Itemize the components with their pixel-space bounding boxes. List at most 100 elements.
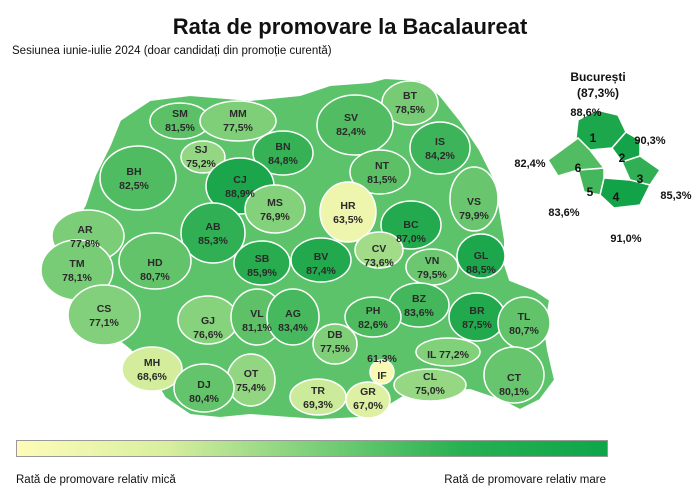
county-mm — [199, 100, 277, 142]
county-value-ct: 80,1% — [499, 386, 529, 398]
county-br — [448, 292, 506, 342]
county-sj — [180, 140, 226, 174]
county-ms — [244, 184, 306, 234]
county-label-sm: SM — [172, 108, 188, 120]
county-value-mm: 77,5% — [223, 122, 253, 134]
county-label-db: DB — [327, 329, 343, 341]
county-ph — [344, 296, 402, 338]
county-label-dj: DJ — [197, 379, 211, 391]
county-value-gl: 88,5% — [466, 264, 496, 276]
county-label-if: IF — [377, 370, 387, 382]
bucharest-value: (87,3%) — [577, 86, 619, 100]
county-label-ct: CT — [507, 372, 522, 384]
county-label-gr: GR — [360, 386, 376, 398]
county-label-bv: BV — [314, 251, 329, 263]
county-label-mh: MH — [144, 357, 160, 369]
county-value-tr: 69,3% — [303, 399, 333, 411]
county-value-cl: 75,0% — [415, 385, 445, 397]
bucharest-sector-2 — [611, 131, 641, 163]
county-label-cj: CJ — [233, 174, 247, 186]
county-value-bt: 78,5% — [395, 104, 425, 116]
county-label-br: BR — [469, 305, 485, 317]
legend-high-label: Rată de promovare relativ mare — [444, 474, 606, 486]
county-value-db: 77,5% — [320, 343, 350, 355]
county-is — [409, 121, 471, 175]
county-value-ms: 76,9% — [260, 211, 290, 223]
bucharest-sector-value-2: 90,3% — [634, 135, 665, 147]
county-value-hd: 80,7% — [140, 271, 170, 283]
bucharest-sector-value-3: 85,3% — [660, 190, 691, 202]
county-value-mh: 68,6% — [137, 371, 167, 383]
county-label-ms: MS — [267, 197, 283, 209]
county-value-hr: 63,5% — [333, 214, 363, 226]
county-value-gr: 67,0% — [353, 400, 383, 412]
county-ag — [266, 288, 320, 346]
county-label-ph: PH — [366, 305, 381, 317]
county-value-gj: 76,6% — [193, 329, 223, 341]
county-value-bz: 83,6% — [404, 307, 434, 319]
bucharest-sector-number-1: 1 — [590, 131, 597, 145]
map-subtitle: Sesiunea iunie-iulie 2024 (doar candidaț… — [12, 45, 332, 57]
county-label-bt: BT — [403, 90, 418, 102]
county-label-is: IS — [435, 136, 445, 148]
county-value-cj: 88,9% — [225, 188, 255, 200]
county-value-vn: 79,5% — [417, 269, 447, 281]
county-gl — [456, 233, 506, 279]
county-label-ag: AG — [285, 308, 301, 320]
county-value-ag: 83,4% — [278, 322, 308, 334]
bucharest-sector-value-6: 82,4% — [514, 158, 545, 170]
county-label-hd: HD — [147, 257, 163, 269]
county-cl — [393, 368, 467, 402]
bucharest-name: București — [570, 70, 625, 84]
county-value-bh: 82,5% — [119, 180, 149, 192]
county-label-tl: TL — [518, 311, 531, 323]
bucharest-sector-6 — [546, 137, 606, 177]
county-label-bz: BZ — [412, 293, 427, 305]
county-mh — [121, 346, 183, 392]
county-value-sm: 81,5% — [165, 122, 195, 134]
county-hd — [118, 232, 192, 290]
county-value-bn: 84,8% — [268, 155, 298, 167]
county-label-vn: VN — [425, 255, 440, 267]
county-label-hr: HR — [340, 200, 356, 212]
county-label-cs: CS — [97, 303, 112, 315]
county-if — [369, 359, 395, 385]
legend-gradient-bar — [16, 440, 608, 457]
county-value-bc: 87,0% — [396, 233, 426, 245]
county-label-nt: NT — [375, 160, 390, 172]
county-value-ph: 82,6% — [358, 319, 388, 331]
county-value-is: 84,2% — [425, 150, 455, 162]
county-tl — [497, 296, 551, 350]
county-value-nt: 81,5% — [367, 174, 397, 186]
county-cs — [67, 284, 141, 346]
bucharest-inset: București (87,3%) 1 88,6% 2 90,3% 3 85,3% 4 91,… — [514, 70, 691, 245]
county-sb — [233, 240, 291, 286]
bucharest-sector-3 — [620, 155, 662, 186]
county-label-vl: VL — [250, 308, 264, 320]
county-label-bh: BH — [126, 166, 141, 178]
county-vs — [449, 166, 499, 232]
county-value-cs: 77,1% — [89, 317, 119, 329]
county-label-sv: SV — [344, 112, 358, 124]
county-label-sb: SB — [255, 253, 270, 265]
county-hr — [319, 181, 377, 243]
county-value-ab: 85,3% — [198, 235, 228, 247]
county-gr — [345, 381, 391, 419]
legend-low-label: Rată de promovare relativ mică — [16, 474, 176, 486]
county-label-tr: TR — [311, 385, 325, 397]
county-value-if: 61,3% — [367, 353, 397, 365]
county-value-cv: 73,6% — [364, 257, 394, 269]
bucharest-sector-number-3: 3 — [637, 172, 644, 186]
county-value-sv: 82,4% — [336, 126, 366, 138]
county-label-mm: MM — [229, 108, 247, 120]
county-label-ar: AR — [77, 224, 93, 236]
county-dj — [173, 363, 235, 413]
county-label-gj: GJ — [201, 315, 215, 327]
county-value-dj: 80,4% — [189, 393, 219, 405]
bucharest-sector-number-5: 5 — [587, 185, 594, 199]
bucharest-sector-number-2: 2 — [619, 151, 626, 165]
county-label-ab: AB — [205, 221, 221, 233]
county-label-cv: CV — [372, 243, 387, 255]
county-label-il: IL 77,2% — [427, 349, 469, 361]
county-bh — [99, 145, 177, 211]
